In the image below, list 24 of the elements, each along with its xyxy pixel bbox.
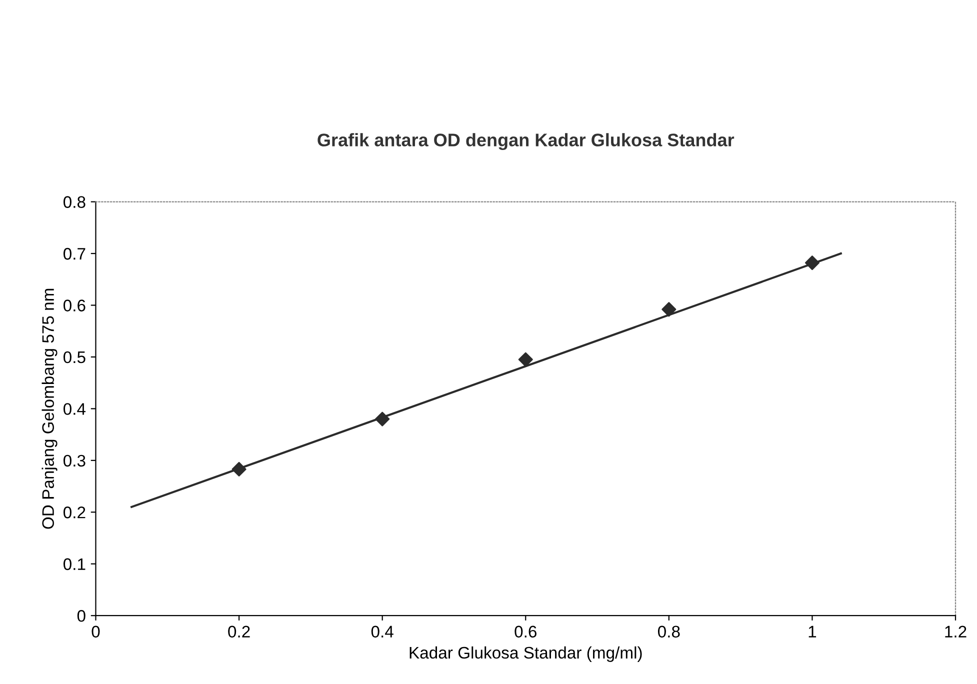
x-tick-label: 0.6 <box>514 626 536 638</box>
y-tick-label: 0.2 <box>64 506 86 518</box>
chart-title: Grafik antara OD dengan Kadar Glukosa Standar <box>318 133 734 150</box>
y-tick-label: 0.5 <box>64 351 86 364</box>
x-tick-label: 0.8 <box>658 626 680 638</box>
y-tick-label: 0.3 <box>64 454 86 467</box>
y-tick-label: 0.8 <box>64 196 86 208</box>
x-tick-label: 0.4 <box>371 626 394 638</box>
x-tick-label: 1 <box>808 626 816 638</box>
y-tick-label: 0.6 <box>64 300 86 312</box>
point <box>804 256 820 270</box>
y-tick-label: 0.7 <box>64 248 86 260</box>
x-tick-label: 0 <box>92 626 100 638</box>
point <box>375 412 390 426</box>
point <box>232 462 246 476</box>
x-tick-label: 0.2 <box>228 626 250 638</box>
y-tick-label: 0.1 <box>64 558 86 570</box>
x-axis-title: Kadar Glukosa Standar (mg/ml) <box>410 646 642 662</box>
point <box>662 302 676 317</box>
point <box>518 352 533 367</box>
y-axis-title: OD Panjang Gelombang 575 nm <box>42 288 58 529</box>
x-tick-label: 1.2 <box>945 626 966 638</box>
y-tick-label: 0 <box>77 610 86 622</box>
y-tick-label: 0.4 <box>64 403 86 415</box>
